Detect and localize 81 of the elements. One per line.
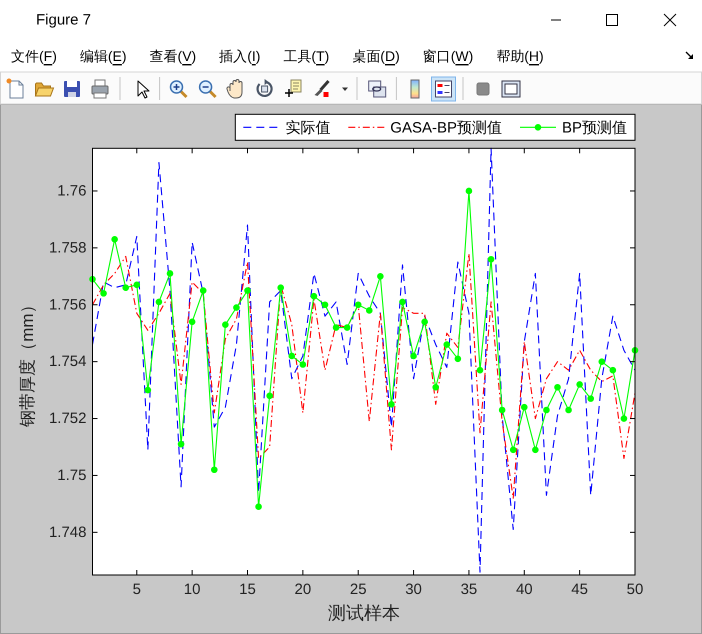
- point: [421, 318, 428, 326]
- x-tick-label: 5: [132, 581, 141, 598]
- y-axis-title: 钢带厚度（mm）: [18, 296, 36, 428]
- point: [288, 352, 296, 360]
- x-tick-label: 15: [239, 581, 256, 598]
- point: [454, 356, 462, 362]
- point: [300, 361, 306, 368]
- point: [144, 386, 152, 394]
- point: [266, 392, 273, 400]
- x-tick-label: 45: [571, 581, 588, 598]
- x-tick-label: 20: [294, 581, 312, 598]
- point: [310, 292, 318, 300]
- point: [610, 366, 616, 374]
- point: [620, 415, 628, 422]
- caption: Figure 7: [36, 12, 92, 28]
- point: [543, 406, 550, 414]
- text: 插入(I): [219, 48, 260, 64]
- point: [520, 404, 528, 410]
- y-tick-label: 1.748: [48, 524, 86, 541]
- text: 窗口(W): [422, 48, 474, 64]
- text: 编辑(E): [80, 48, 127, 64]
- point: [510, 446, 517, 454]
- point: [210, 466, 218, 474]
- point: [554, 384, 561, 391]
- point: [255, 503, 262, 510]
- point: [156, 298, 162, 306]
- x-tick-label: 40: [516, 581, 533, 598]
- point: [466, 188, 472, 194]
- point: [200, 287, 207, 294]
- line-series: [92, 148, 636, 573]
- point: [399, 298, 406, 306]
- point: [332, 324, 340, 331]
- legend-label: BP预测值: [562, 118, 628, 136]
- legend-label: 实际值: [285, 118, 330, 136]
- point: [565, 406, 572, 414]
- point: [587, 395, 594, 402]
- point: [532, 446, 539, 454]
- text: 帮助(H): [496, 48, 544, 64]
- text: 工具(T): [283, 48, 330, 64]
- point: [188, 318, 196, 326]
- point: [488, 256, 494, 263]
- x-tick-label: 25: [350, 581, 367, 598]
- point: [366, 307, 373, 314]
- x-tick-label: 35: [460, 581, 478, 598]
- point: [476, 366, 484, 374]
- text: 查看(V): [150, 48, 196, 64]
- x-axis-title: 测试样本: [328, 603, 400, 623]
- point: [166, 270, 174, 277]
- text: 文件(F): [11, 48, 57, 64]
- text: 桌面(D): [352, 48, 400, 64]
- x-tick-label: 50: [626, 581, 644, 598]
- point: [277, 284, 284, 291]
- y-tick-label: 1.754: [48, 353, 86, 370]
- point: [443, 341, 450, 348]
- point: [244, 287, 251, 294]
- point: [388, 401, 395, 408]
- y-tick-label: 1.756: [48, 296, 86, 314]
- point: [498, 406, 506, 414]
- x-tick-label: 30: [405, 581, 422, 598]
- point: [233, 304, 240, 311]
- y-tick-label: 1.76: [57, 182, 86, 200]
- y-tick-label: 1.752: [48, 410, 86, 428]
- line-series: [92, 253, 636, 499]
- point: [410, 352, 417, 360]
- point: [178, 440, 184, 448]
- point: [344, 324, 350, 331]
- point: [100, 290, 107, 297]
- point: [432, 384, 440, 391]
- point: [354, 301, 362, 308]
- x-tick-label: 10: [184, 581, 200, 598]
- point: [598, 358, 606, 365]
- point: [322, 301, 328, 308]
- y-tick-label: 1.758: [48, 239, 86, 256]
- point: [377, 273, 384, 280]
- y-tick-label: 1.75: [57, 466, 86, 484]
- point: [222, 321, 229, 328]
- point: [133, 282, 140, 288]
- point: [576, 381, 583, 388]
- legend-label: GASA-BP预测值: [390, 118, 502, 136]
- point: [122, 284, 130, 291]
- point: [111, 236, 118, 243]
